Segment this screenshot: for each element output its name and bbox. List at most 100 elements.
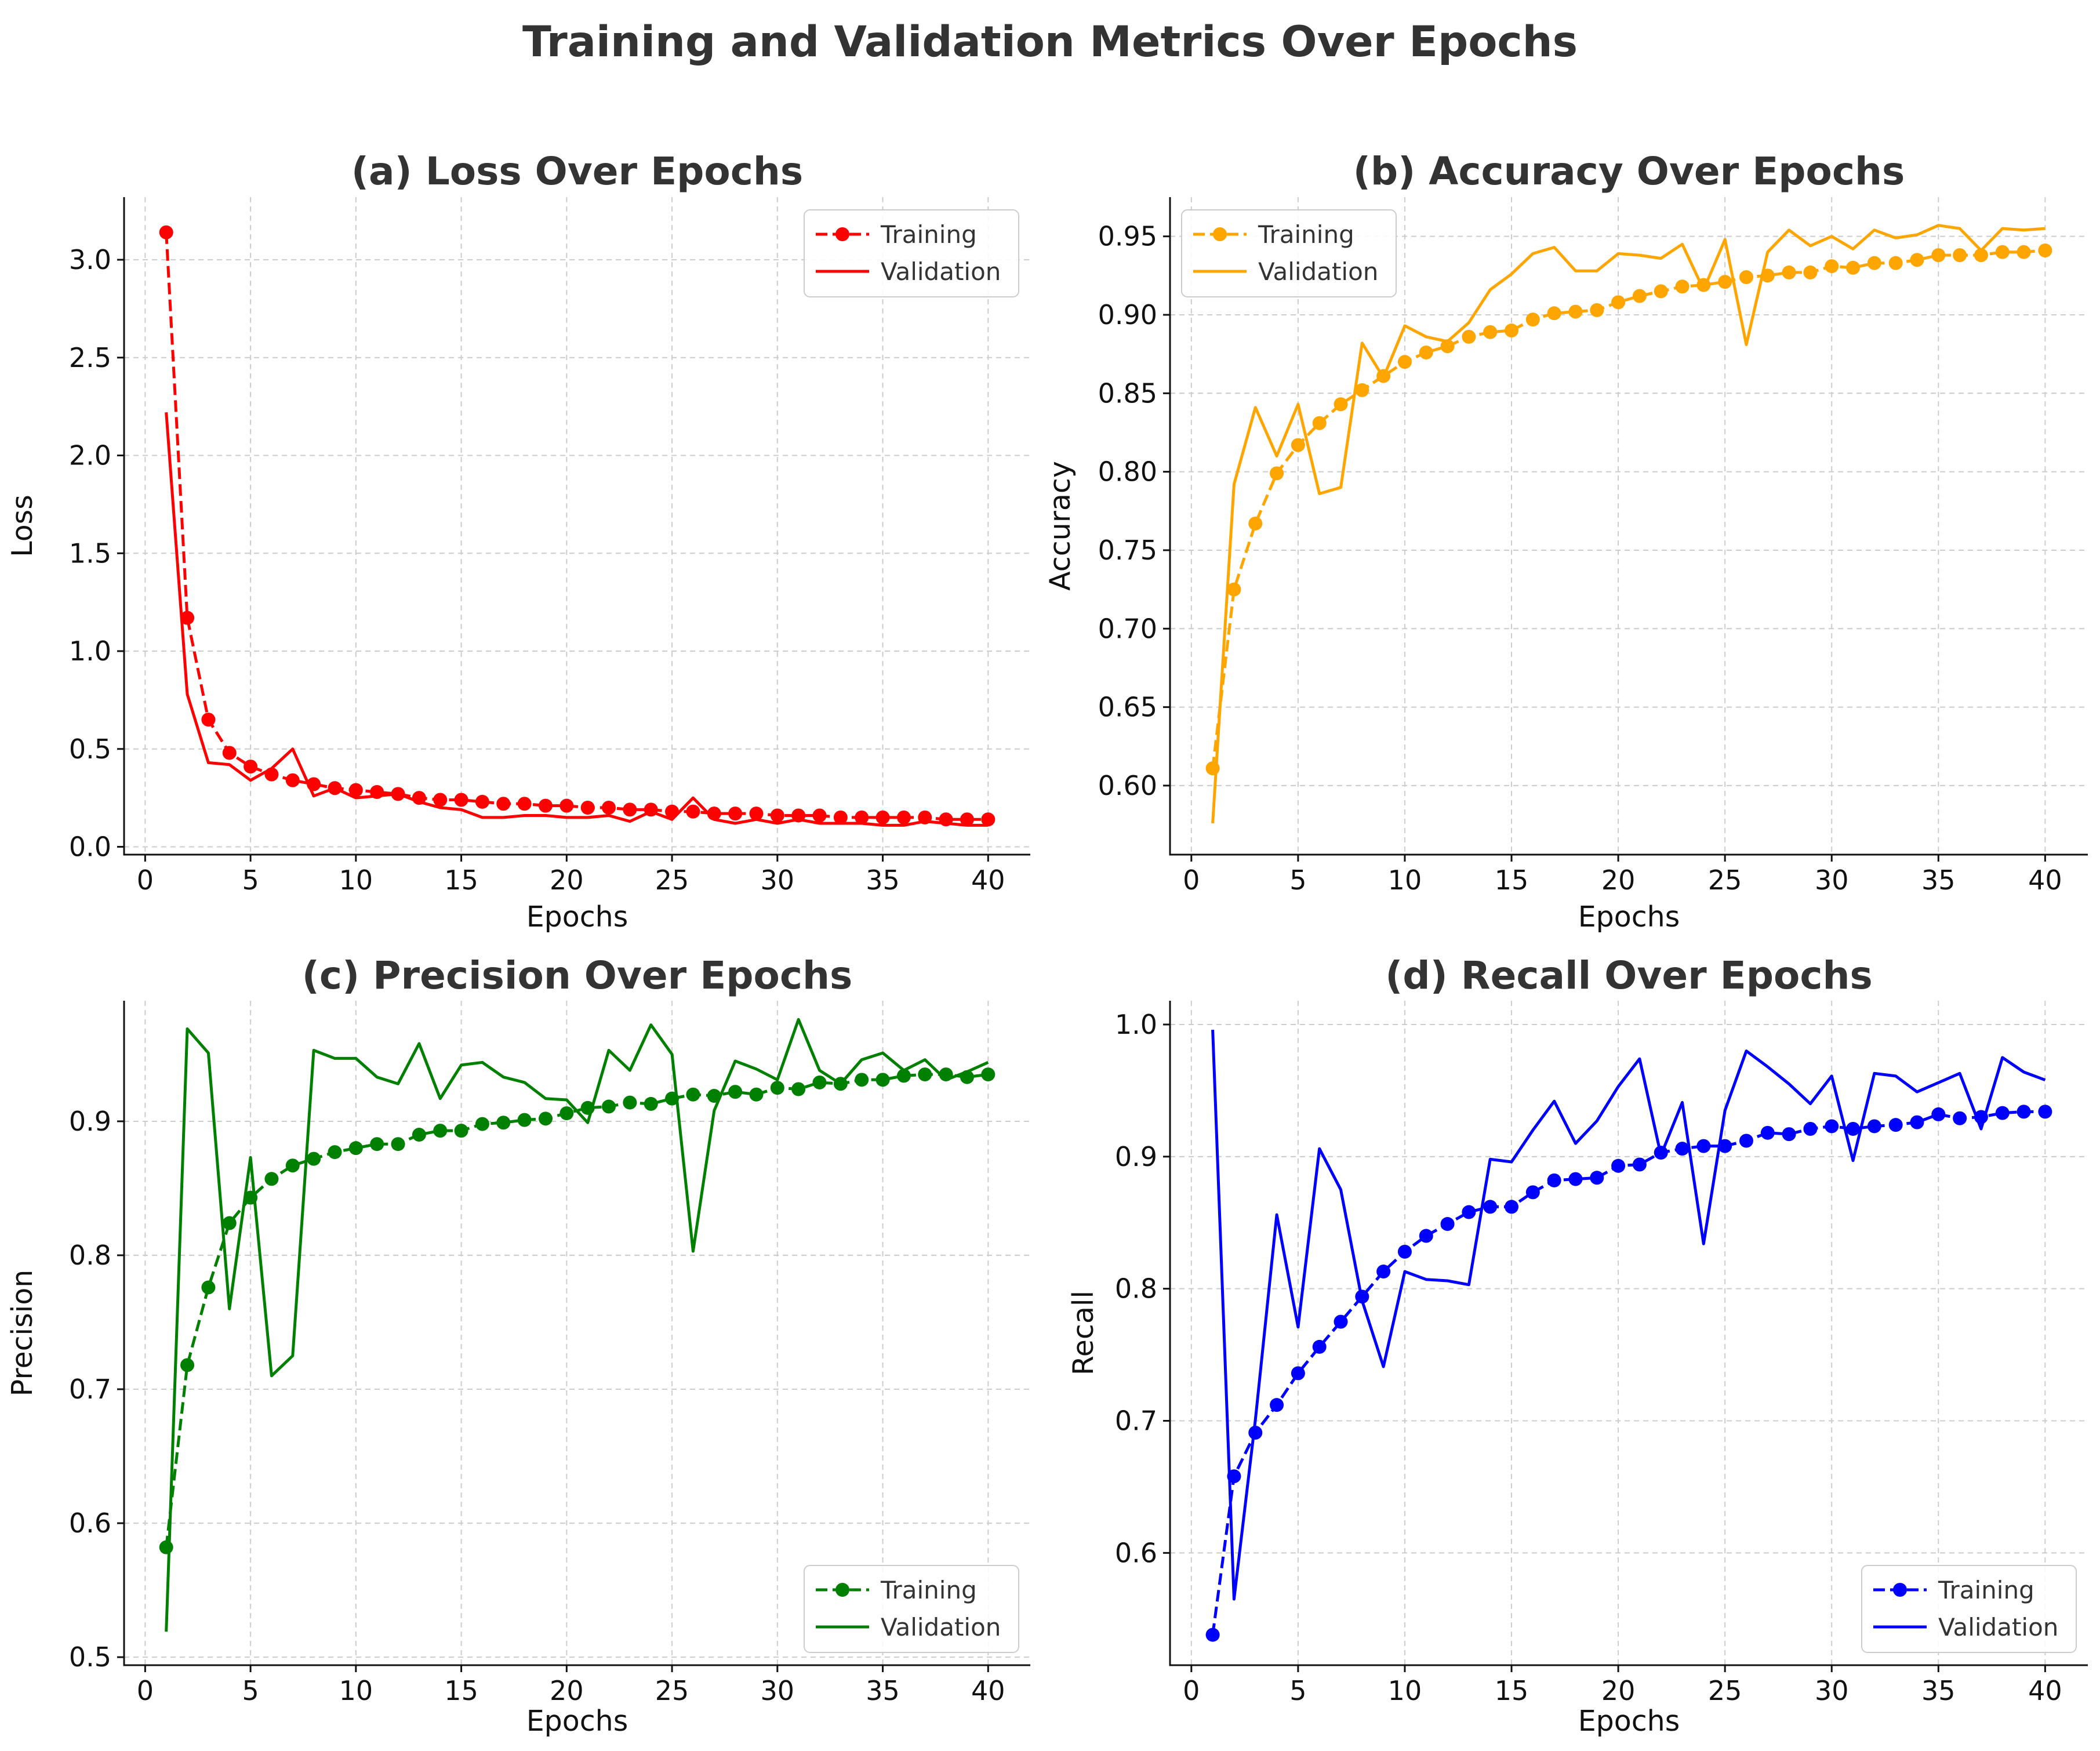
training-point [1739, 1134, 1753, 1148]
chart-loss: 0 5 10 15 20 25 30 35 40 0.0 0.5 1.0 1.5 2.0 2.5 3.0 (a)… [6, 149, 1030, 933]
x-tick-label: 30 [761, 864, 795, 896]
training-point [960, 812, 974, 827]
y-tick-label: 3.0 [69, 244, 111, 275]
training-point [1803, 1121, 1818, 1136]
training-point [1505, 324, 1519, 338]
training-point [939, 1067, 953, 1082]
training-point [496, 797, 511, 811]
training-point [475, 1117, 489, 1131]
x-tick-label: 20 [1601, 1675, 1636, 1706]
training-point [1739, 270, 1753, 285]
legend: Training Validation [804, 209, 1019, 297]
y-tick-label: 1.0 [1115, 1009, 1157, 1040]
training-point [1910, 253, 1924, 267]
y-tick-label: 0.9 [1115, 1141, 1157, 1172]
training-point [2038, 1105, 2052, 1119]
x-tick-label: 25 [655, 864, 689, 896]
training-point [749, 807, 764, 821]
y-tick-label: 2.5 [69, 342, 111, 373]
training-point [433, 1124, 448, 1138]
training-point [1312, 416, 1327, 430]
training-point [1888, 256, 1903, 270]
training-point [1974, 1110, 1988, 1124]
training-point [580, 1100, 595, 1115]
x-tick-label: 10 [1388, 1675, 1422, 1706]
y-tick-label: 0.9 [69, 1106, 111, 1137]
legend: Training Validation [804, 1565, 1019, 1653]
x-tick-label: 0 [1183, 864, 1200, 896]
training-point [875, 1073, 890, 1087]
training-point [433, 793, 448, 807]
x-tick-label: 25 [655, 1675, 689, 1706]
training-point [791, 1082, 806, 1096]
training-point [1525, 313, 1540, 327]
validation-line [165, 412, 989, 827]
validation-line [1211, 224, 2045, 824]
training-point [1782, 1127, 1796, 1142]
x-tick-label: 20 [550, 1675, 584, 1706]
training-point [1419, 345, 1433, 359]
training-point [1675, 279, 1690, 294]
x-tick-label: 15 [444, 1675, 478, 1706]
training-point [1760, 1125, 1775, 1140]
training-point [1248, 516, 1263, 531]
training-point [602, 801, 616, 815]
x-tick-label: 20 [550, 864, 584, 896]
training-point [348, 1141, 363, 1156]
legend-label: Training [1938, 1576, 2034, 1604]
y-tick-label: 1.5 [69, 537, 111, 569]
training-line [1211, 1110, 2045, 1635]
training-point [1568, 304, 1583, 319]
training-point [1227, 1469, 1241, 1484]
training-point [707, 1089, 721, 1103]
training-point [623, 802, 637, 817]
training-point [1312, 1339, 1327, 1354]
y-tick-label: 0.7 [1115, 1405, 1157, 1437]
legend-box [1181, 209, 1397, 297]
y-tick-label: 0.8 [69, 1240, 111, 1271]
training-point [1205, 1628, 1220, 1642]
x-tick-label: 5 [242, 1675, 259, 1706]
training-point [1654, 284, 1668, 299]
training-point [1483, 1200, 1498, 1214]
x-axis-label: Epochs [1578, 900, 1680, 933]
training-point [1568, 1172, 1583, 1186]
legend-marker-training [835, 227, 849, 241]
training-point [1611, 1158, 1626, 1173]
y-tick-label: 0.5 [69, 1641, 111, 1673]
training-point [749, 1087, 764, 1102]
legend: Training Validation [1861, 1565, 2077, 1653]
legend-marker-training [1213, 227, 1227, 241]
training-point [1397, 1244, 1412, 1259]
training-point [2017, 1105, 2031, 1119]
training-point [391, 787, 405, 801]
training-point [1611, 295, 1626, 310]
x-tick-label: 15 [1495, 864, 1529, 896]
training-point [1931, 248, 1946, 263]
training-point [264, 767, 279, 782]
training-point [1995, 245, 2010, 259]
x-tick-label: 0 [137, 864, 154, 896]
y-tick-label: 0.0 [69, 831, 111, 863]
x-tick-label: 35 [1921, 864, 1956, 896]
training-point [159, 225, 173, 239]
training-point [1867, 256, 1881, 270]
training-point [1355, 1289, 1369, 1304]
training-point [1803, 265, 1818, 279]
training-point [960, 1070, 974, 1084]
training-point [454, 793, 468, 807]
x-axis-label: Epochs [1578, 1705, 1680, 1738]
training-point [517, 1113, 532, 1127]
training-point [180, 1358, 195, 1372]
training-point [2017, 245, 2031, 259]
y-tick-label: 0.70 [1098, 613, 1157, 644]
training-point [875, 810, 890, 824]
training-point [307, 1151, 321, 1166]
legend-label: Training [1258, 220, 1354, 249]
chart-title: (c) Precision Over Epochs [302, 953, 853, 998]
training-point [517, 797, 532, 811]
training-point [1525, 1185, 1540, 1200]
training-point [855, 1073, 869, 1087]
training-point [538, 1111, 553, 1126]
